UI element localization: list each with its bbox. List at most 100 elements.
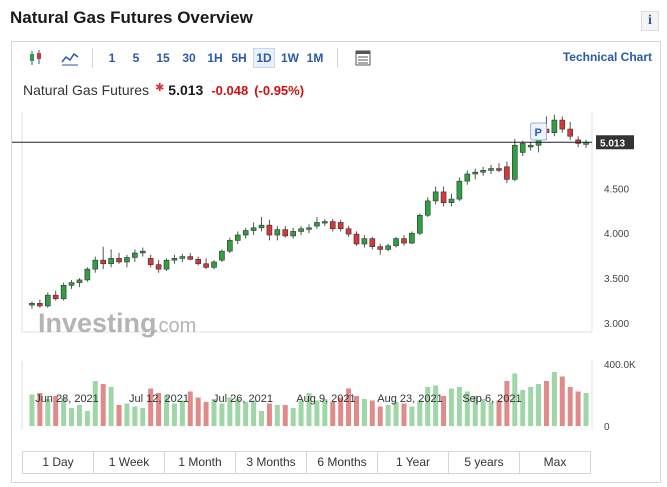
volume-bar bbox=[567, 387, 573, 426]
volume-bar bbox=[84, 411, 90, 426]
range-1-month[interactable]: 1 Month bbox=[165, 452, 236, 473]
candle-body bbox=[124, 257, 130, 263]
candle-body bbox=[488, 168, 494, 171]
volume-bar bbox=[290, 408, 296, 426]
candle-body bbox=[480, 170, 486, 173]
candle-body bbox=[29, 302, 35, 306]
volume-bar bbox=[132, 406, 138, 426]
candle-body bbox=[132, 252, 138, 258]
volume-axis-max-label: 400.0K bbox=[604, 360, 636, 371]
y-tick-label: 3.000 bbox=[604, 319, 629, 330]
volume-bar bbox=[211, 399, 217, 426]
volume-bar bbox=[512, 373, 518, 426]
candle-body bbox=[179, 256, 186, 259]
candle-body bbox=[551, 119, 558, 133]
volume-bar bbox=[195, 397, 201, 426]
candle-body bbox=[100, 259, 106, 265]
interval-1m[interactable]: 1M bbox=[306, 51, 324, 65]
table-icon[interactable] bbox=[352, 48, 374, 68]
candle-body bbox=[282, 229, 289, 237]
volume-bar bbox=[417, 400, 423, 426]
volume-bar bbox=[227, 397, 233, 426]
range-5-years[interactable]: 5 years bbox=[449, 452, 520, 473]
volume-bar bbox=[496, 400, 502, 426]
candle-body bbox=[448, 198, 455, 203]
volume-bar bbox=[488, 402, 494, 426]
range-1-week[interactable]: 1 Week bbox=[94, 452, 165, 473]
chart-gridlines bbox=[21, 112, 593, 430]
volume-bar bbox=[559, 376, 565, 426]
price-chart[interactable]: Investing .com 4.500 4.000 3.500 3.000 Jun 2… bbox=[12, 108, 660, 444]
candlestick-chart-icon[interactable] bbox=[25, 48, 47, 68]
x-tick-label: Sep 6, 2021 bbox=[462, 393, 521, 405]
y-tick-label: 3.500 bbox=[604, 274, 629, 285]
volume-axis-zero-label: 0 bbox=[604, 422, 610, 433]
candle-body bbox=[409, 232, 415, 244]
interval-1d[interactable]: 1D bbox=[253, 48, 275, 68]
volume-bar bbox=[433, 385, 439, 426]
volume-bar bbox=[543, 381, 549, 426]
interval-1h[interactable]: 1H bbox=[207, 51, 223, 65]
volume-bar bbox=[156, 393, 162, 426]
watermark-text: Investing bbox=[38, 308, 157, 338]
volume-bar bbox=[480, 399, 486, 426]
candle-body bbox=[527, 144, 534, 148]
candle-body bbox=[369, 238, 376, 247]
candle-body bbox=[353, 233, 360, 245]
info-icon[interactable]: i bbox=[641, 11, 659, 31]
interval-5h[interactable]: 5H bbox=[231, 51, 247, 65]
star-icon: ✱ bbox=[155, 82, 165, 94]
candle-body bbox=[250, 227, 257, 231]
candle-body bbox=[227, 240, 233, 252]
toolbar-separator bbox=[337, 48, 338, 68]
volume-bar bbox=[53, 396, 59, 426]
volume-bar bbox=[322, 399, 328, 426]
time-range-bar: 1 Day 1 Week 1 Month 3 Months 6 Months 1… bbox=[22, 451, 591, 474]
interval-30min[interactable]: 30 bbox=[182, 51, 196, 65]
volume-bar bbox=[551, 372, 557, 426]
volume-bar bbox=[61, 397, 67, 426]
volume-bar bbox=[377, 406, 383, 426]
volume-bar bbox=[298, 400, 304, 426]
range-max[interactable]: Max bbox=[543, 455, 567, 469]
volume-bar bbox=[338, 397, 344, 426]
volume-bar bbox=[251, 400, 257, 426]
candle-body bbox=[559, 119, 566, 130]
volume-bar bbox=[401, 403, 407, 426]
last-price-tag-label: 5.013 bbox=[600, 138, 625, 149]
volume-bar bbox=[306, 393, 312, 426]
volume-bar bbox=[116, 405, 122, 426]
volume-bar bbox=[425, 387, 431, 426]
interval-1min[interactable]: 1 bbox=[108, 51, 116, 65]
range-3-months[interactable]: 3 Months bbox=[236, 452, 307, 473]
interval-15min[interactable]: 15 bbox=[156, 51, 170, 65]
range-1-day[interactable]: 1 Day bbox=[23, 452, 94, 473]
volume-bar bbox=[536, 384, 542, 426]
x-tick-label: Jul 26, 2021 bbox=[213, 393, 273, 405]
range-1-year[interactable]: 1 Year bbox=[378, 452, 449, 473]
candle-body bbox=[575, 139, 581, 144]
candle-body bbox=[456, 180, 463, 200]
technical-chart-link[interactable]: Technical Chart bbox=[562, 50, 652, 64]
candle-body bbox=[171, 258, 178, 261]
candle-body bbox=[139, 250, 146, 254]
interval-5min[interactable]: 5 bbox=[132, 51, 140, 65]
watermark-suffix: .com bbox=[153, 315, 196, 337]
volume-bar bbox=[235, 399, 241, 426]
volume-bar bbox=[164, 396, 170, 426]
volume-bar bbox=[448, 388, 454, 426]
volume-bar bbox=[385, 405, 391, 426]
candle-body bbox=[163, 259, 170, 270]
y-tick-label: 4.500 bbox=[604, 184, 629, 195]
interval-1w[interactable]: 1W bbox=[281, 51, 299, 65]
line-chart-icon[interactable] bbox=[59, 48, 81, 68]
range-6-months[interactable]: 6 Months bbox=[307, 452, 378, 473]
candle-body bbox=[440, 191, 447, 203]
candle-body bbox=[68, 282, 75, 286]
volume-bar bbox=[441, 396, 447, 426]
candle-body bbox=[76, 279, 83, 283]
candle-body bbox=[219, 250, 225, 261]
candle-body bbox=[322, 221, 328, 224]
candle-body bbox=[52, 294, 59, 300]
